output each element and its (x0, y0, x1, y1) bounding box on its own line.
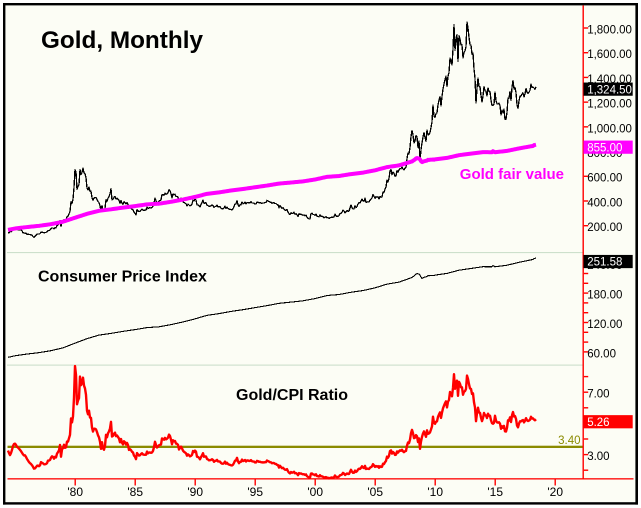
svg-text:'15: '15 (487, 485, 503, 499)
svg-text:1,800.00: 1,800.00 (587, 24, 632, 36)
svg-text:251.58: 251.58 (587, 257, 622, 269)
svg-text:1,200.00: 1,200.00 (587, 99, 632, 111)
svg-text:Consumer Price Index: Consumer Price Index (38, 268, 207, 285)
svg-text:5.26: 5.26 (587, 417, 609, 429)
svg-text:Gold, Monthly: Gold, Monthly (41, 27, 203, 54)
svg-text:3.40: 3.40 (558, 435, 580, 447)
svg-text:Gold fair value: Gold fair value (460, 166, 564, 183)
svg-text:200.00: 200.00 (587, 222, 622, 234)
svg-text:1,324.50: 1,324.50 (587, 84, 632, 96)
svg-text:'95: '95 (247, 485, 263, 499)
svg-text:120.00: 120.00 (587, 319, 622, 331)
svg-text:7.00: 7.00 (587, 389, 609, 401)
svg-text:1,600.00: 1,600.00 (587, 49, 632, 61)
svg-text:'85: '85 (127, 485, 143, 499)
svg-text:'00: '00 (307, 485, 323, 499)
svg-text:'10: '10 (427, 485, 443, 499)
svg-text:3.00: 3.00 (587, 451, 609, 463)
svg-text:600.00: 600.00 (587, 173, 622, 185)
svg-text:'05: '05 (367, 485, 383, 499)
svg-text:1,000.00: 1,000.00 (587, 123, 632, 135)
svg-text:'80: '80 (67, 485, 83, 499)
svg-text:400.00: 400.00 (587, 197, 622, 209)
svg-text:'20: '20 (547, 485, 563, 499)
svg-text:855.00: 855.00 (587, 142, 622, 154)
svg-text:60.00: 60.00 (587, 348, 616, 360)
svg-text:180.00: 180.00 (587, 290, 622, 302)
svg-text:'90: '90 (187, 485, 203, 499)
svg-text:Gold/CPI Ratio: Gold/CPI Ratio (236, 387, 348, 404)
